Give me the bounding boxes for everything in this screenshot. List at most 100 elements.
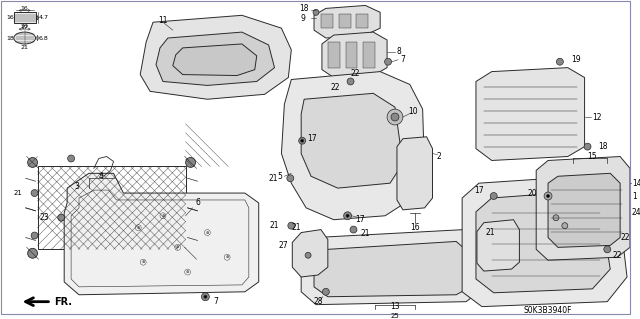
Polygon shape (476, 192, 611, 293)
Polygon shape (477, 220, 520, 271)
Polygon shape (328, 42, 340, 68)
Text: 17: 17 (356, 215, 365, 224)
Circle shape (346, 214, 349, 217)
Circle shape (553, 215, 559, 221)
Polygon shape (339, 14, 351, 28)
Polygon shape (14, 12, 36, 23)
Text: 7: 7 (213, 297, 218, 306)
Polygon shape (282, 71, 424, 220)
Circle shape (179, 242, 186, 249)
Circle shape (305, 252, 311, 258)
Polygon shape (314, 241, 474, 297)
Circle shape (479, 234, 485, 241)
Text: 12: 12 (593, 113, 602, 122)
Polygon shape (536, 157, 630, 260)
Text: 4.7: 4.7 (38, 15, 49, 20)
Circle shape (604, 246, 611, 253)
Circle shape (288, 222, 295, 229)
Circle shape (544, 192, 552, 200)
Text: 1: 1 (632, 191, 637, 201)
Circle shape (68, 155, 74, 162)
Text: 28: 28 (313, 297, 323, 306)
Polygon shape (301, 230, 486, 305)
Text: 13: 13 (390, 302, 400, 311)
Polygon shape (64, 173, 259, 295)
Circle shape (204, 295, 207, 298)
Text: 22: 22 (620, 233, 630, 242)
Text: S0K3B3940F: S0K3B3940F (524, 306, 572, 315)
Text: 27: 27 (278, 241, 289, 250)
Polygon shape (462, 176, 627, 307)
Polygon shape (364, 42, 375, 68)
Circle shape (609, 239, 616, 246)
Polygon shape (173, 44, 257, 76)
Text: 21: 21 (269, 174, 278, 183)
Circle shape (295, 246, 301, 253)
Text: 8: 8 (397, 47, 402, 56)
Text: ⊗: ⊗ (141, 260, 145, 264)
Text: 25: 25 (390, 313, 399, 318)
Text: 6: 6 (195, 198, 200, 207)
Text: 20: 20 (20, 24, 29, 29)
Circle shape (344, 212, 351, 220)
Text: 14: 14 (632, 179, 640, 188)
Text: 21: 21 (291, 223, 301, 232)
Polygon shape (548, 173, 620, 247)
Circle shape (547, 195, 550, 197)
Text: 17: 17 (474, 186, 484, 195)
Text: 22: 22 (331, 83, 340, 92)
Text: 21: 21 (485, 228, 495, 237)
Circle shape (385, 58, 392, 65)
Text: ⊗: ⊗ (136, 226, 140, 230)
Text: 7: 7 (400, 55, 404, 64)
Text: 2: 2 (436, 152, 441, 161)
Circle shape (58, 214, 65, 221)
Circle shape (313, 9, 319, 15)
Text: 22: 22 (612, 251, 622, 260)
Circle shape (387, 109, 403, 125)
Circle shape (323, 288, 330, 295)
Circle shape (186, 249, 195, 258)
Text: 6.8: 6.8 (38, 35, 49, 41)
Text: 3: 3 (75, 182, 79, 191)
Text: 16: 16 (410, 223, 420, 232)
Text: ⊗: ⊗ (161, 214, 164, 218)
Circle shape (299, 137, 306, 144)
Circle shape (350, 226, 357, 233)
Circle shape (562, 223, 568, 229)
Text: 20: 20 (527, 189, 537, 197)
Text: ⊗: ⊗ (186, 270, 189, 274)
Ellipse shape (14, 32, 36, 44)
Polygon shape (314, 5, 380, 38)
Polygon shape (397, 137, 433, 210)
Circle shape (301, 139, 303, 142)
Text: 9: 9 (301, 14, 305, 23)
Polygon shape (140, 15, 291, 99)
Circle shape (391, 113, 399, 121)
Circle shape (490, 193, 497, 199)
Polygon shape (322, 32, 387, 78)
Text: 24: 24 (632, 208, 640, 217)
Text: 16: 16 (21, 6, 29, 11)
Text: 18: 18 (598, 142, 608, 151)
Circle shape (556, 58, 563, 65)
Text: 21: 21 (270, 221, 280, 230)
Text: 10: 10 (408, 107, 417, 115)
Text: 11: 11 (158, 16, 168, 25)
Polygon shape (476, 68, 584, 160)
Text: 5: 5 (277, 172, 282, 181)
Polygon shape (301, 93, 403, 188)
Polygon shape (156, 32, 275, 85)
Text: 22: 22 (351, 69, 360, 78)
Polygon shape (356, 14, 369, 28)
Circle shape (31, 232, 38, 239)
Circle shape (31, 189, 38, 197)
Text: 15: 15 (588, 152, 597, 161)
Circle shape (28, 249, 38, 258)
Text: 18: 18 (6, 35, 13, 41)
Text: 21: 21 (14, 190, 22, 196)
Circle shape (28, 158, 38, 167)
Circle shape (186, 158, 195, 167)
Text: 23: 23 (40, 213, 49, 222)
Text: 21: 21 (360, 229, 370, 238)
